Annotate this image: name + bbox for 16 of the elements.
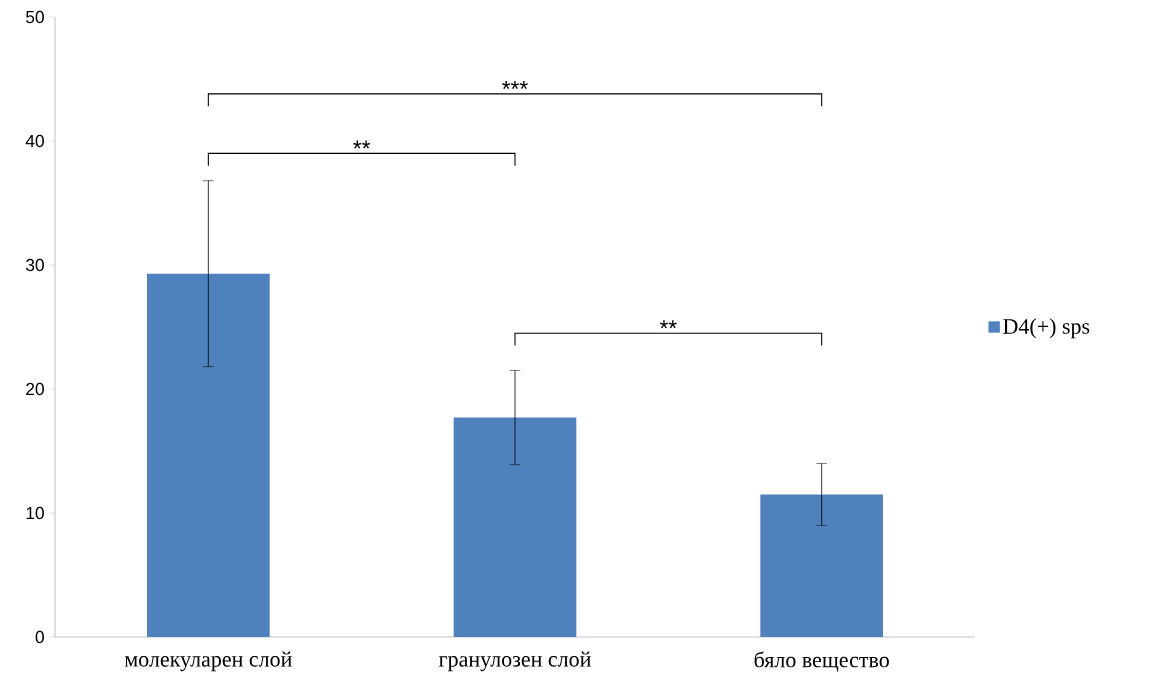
y-tick-label: 20 bbox=[26, 382, 44, 396]
annotation: *** bbox=[502, 81, 528, 89]
annotation: ** bbox=[353, 140, 371, 149]
y-tick-label: 30 bbox=[25, 258, 44, 272]
x-tick-label: гранулозен слой bbox=[438, 651, 591, 672]
y-tick-label: 40 bbox=[25, 134, 44, 148]
legend-label: D4(+) sps bbox=[1003, 318, 1090, 339]
bar bbox=[453, 417, 577, 637]
x-tick-label: бяло вещество bbox=[754, 651, 889, 672]
y-tick-label: 50 bbox=[26, 10, 44, 24]
y-tick-label: 10 bbox=[26, 506, 44, 520]
annotation: ** bbox=[659, 320, 677, 329]
x-tick-label: молекуларен слой bbox=[124, 651, 292, 672]
y-tick-label: 0 bbox=[35, 630, 44, 644]
bar bbox=[760, 494, 883, 637]
bar bbox=[147, 273, 270, 637]
